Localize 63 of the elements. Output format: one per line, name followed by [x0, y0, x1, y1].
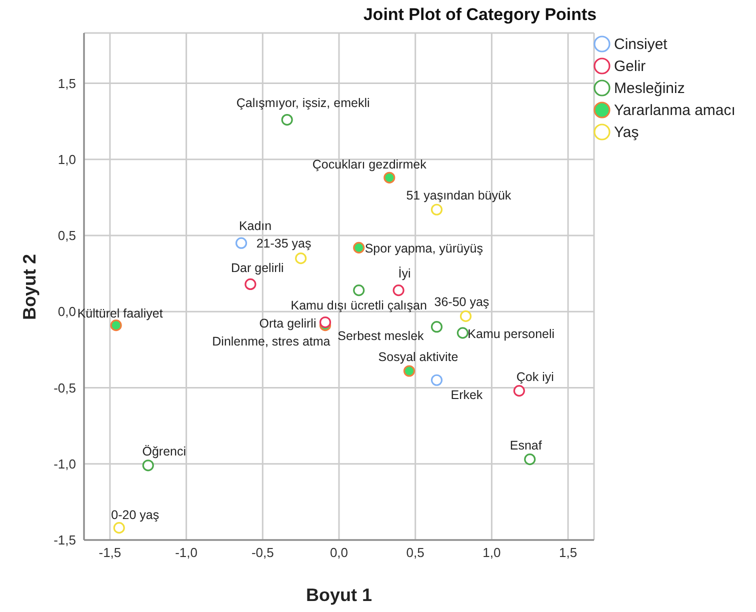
annotation: Çalışmıyor, işsiz, emekli [236, 96, 370, 110]
legend-label: Yaş [614, 124, 639, 140]
point [513, 384, 525, 397]
annotation: 0-20 yaş [111, 508, 160, 522]
annotation: 21-35 yaş [256, 236, 312, 250]
x-tick-label: -0,5 [251, 545, 274, 560]
annotation: Kamu dışı ücretli çalışan [290, 298, 427, 312]
annotation: Dinlenme, stres atma [212, 334, 330, 348]
point [353, 284, 365, 296]
point [235, 237, 248, 249]
x-tick-label: 0,0 [330, 545, 348, 560]
x-tick-label: 1,5 [559, 545, 578, 560]
point [113, 522, 125, 534]
y-axis-title: Boyut 2 [20, 253, 40, 320]
y-tick-label: -0,5 [54, 380, 76, 396]
annotation: Kamu personeli [468, 326, 555, 341]
annotation: Kadın [238, 219, 272, 234]
point [353, 242, 365, 254]
point [319, 316, 332, 328]
chart-title: Joint Plot of Category Points [363, 5, 597, 25]
x-tick-label: -1,5 [98, 545, 122, 560]
annotation: Esnaf [510, 438, 542, 452]
point [430, 204, 443, 216]
annotation: Orta gelirli [259, 316, 316, 330]
point [392, 284, 404, 296]
annotation: Kültürel faaliyet [77, 306, 164, 320]
x-tick-label: 0,5 [406, 545, 424, 560]
annotation: Serbest meslek [338, 328, 425, 343]
point [384, 172, 396, 184]
legend-label: Cinsiyet [614, 36, 668, 52]
annotation: 51 yaşından büyük [406, 188, 512, 203]
annotation: Öğrenci [142, 444, 186, 458]
point [281, 114, 293, 126]
point [244, 278, 256, 290]
annotation: Spor yapma, yürüyüş [364, 242, 483, 256]
point [403, 365, 416, 377]
annotation: Sosyal aktivite [378, 350, 458, 364]
point [295, 252, 307, 264]
y-tick-label: 1,5 [58, 76, 76, 91]
y-tick-label: -1,5 [54, 532, 76, 548]
point [142, 460, 154, 472]
annotation: Çok iyi [516, 370, 554, 384]
point [430, 374, 443, 386]
legend-label: Mesleğiniz [614, 80, 685, 96]
annotation: 36-50 yaş [434, 295, 490, 310]
y-tick-label: 0,0 [58, 304, 76, 320]
point [456, 327, 468, 339]
annotation: Çocukları gezdirmek [312, 158, 428, 172]
legend-label: Gelir [614, 58, 646, 74]
x-tick-label: 1,0 [482, 545, 501, 560]
annotation: Dar gelirli [231, 261, 284, 276]
point [524, 454, 536, 466]
y-tick-label: -1,0 [54, 456, 76, 472]
point [460, 310, 472, 322]
annotation: Erkek [450, 388, 484, 402]
annotation: İyi [398, 266, 411, 280]
y-tick-label: 0,5 [58, 228, 76, 244]
point [110, 320, 122, 332]
x-tick-label: -1,0 [175, 545, 198, 560]
y-tick-label: 1,0 [58, 152, 76, 167]
x-axis-title: Boyut 1 [306, 585, 372, 606]
legend-label: Yararlanma amacı [614, 102, 736, 118]
point [430, 321, 443, 333]
